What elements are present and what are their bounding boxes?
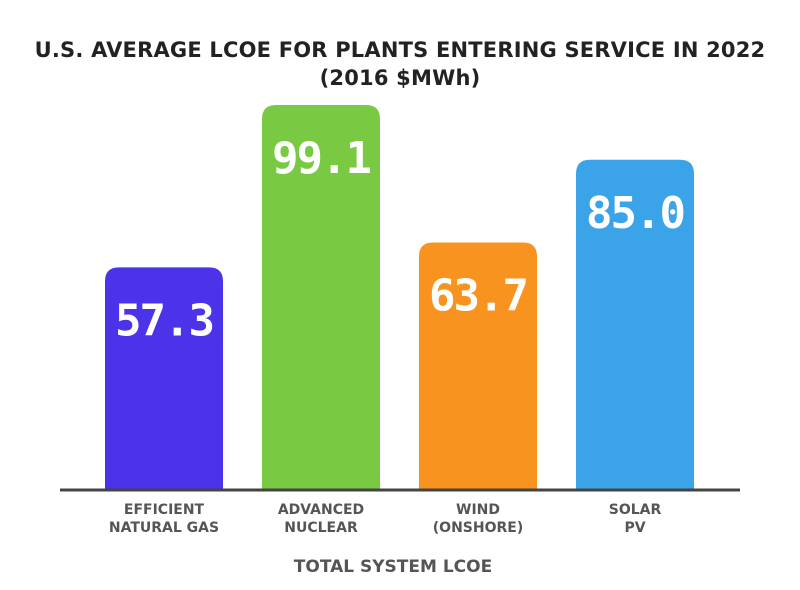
bars-group: 57.3 99.1 63.7 85.0 <box>105 105 694 490</box>
category-label-2-line-1: ADVANCED <box>278 502 364 518</box>
category-label-3-line-1: WIND <box>456 502 500 518</box>
category-label-3-line-2: (ONSHORE) <box>433 520 523 536</box>
bar-value-label-2: 99.1 <box>272 133 370 184</box>
bar-1 <box>105 267 223 490</box>
category-label-4-line-1: SOLAR <box>609 502 662 518</box>
x-axis-label: TOTAL SYSTEM LCOE <box>294 557 492 577</box>
category-label-1-line-2: NATURAL GAS <box>109 520 219 536</box>
category-label-2-line-2: NUCLEAR <box>284 520 358 536</box>
bar-3 <box>419 242 537 490</box>
category-label-4-line-2: PV <box>624 520 645 536</box>
category-label-1-line-1: EFFICIENT <box>124 502 205 518</box>
bar-4 <box>576 159 694 490</box>
bar-value-label-1: 57.3 <box>115 295 213 346</box>
category-labels: EFFICIENT NATURAL GAS ADVANCED NUCLEAR WIND (… <box>109 502 662 536</box>
bar-value-label-4: 85.0 <box>586 188 684 239</box>
chart-title-line: U.S. AVERAGE LCOE FOR PLANTS ENTERING SE… <box>34 38 766 62</box>
chart-title: U.S. AVERAGE LCOE FOR PLANTS ENTERING SE… <box>0 36 800 92</box>
chart-subtitle: (2016 $MWh) <box>319 66 481 90</box>
bar-value-label-3: 63.7 <box>429 271 527 322</box>
bar-2 <box>262 105 380 490</box>
